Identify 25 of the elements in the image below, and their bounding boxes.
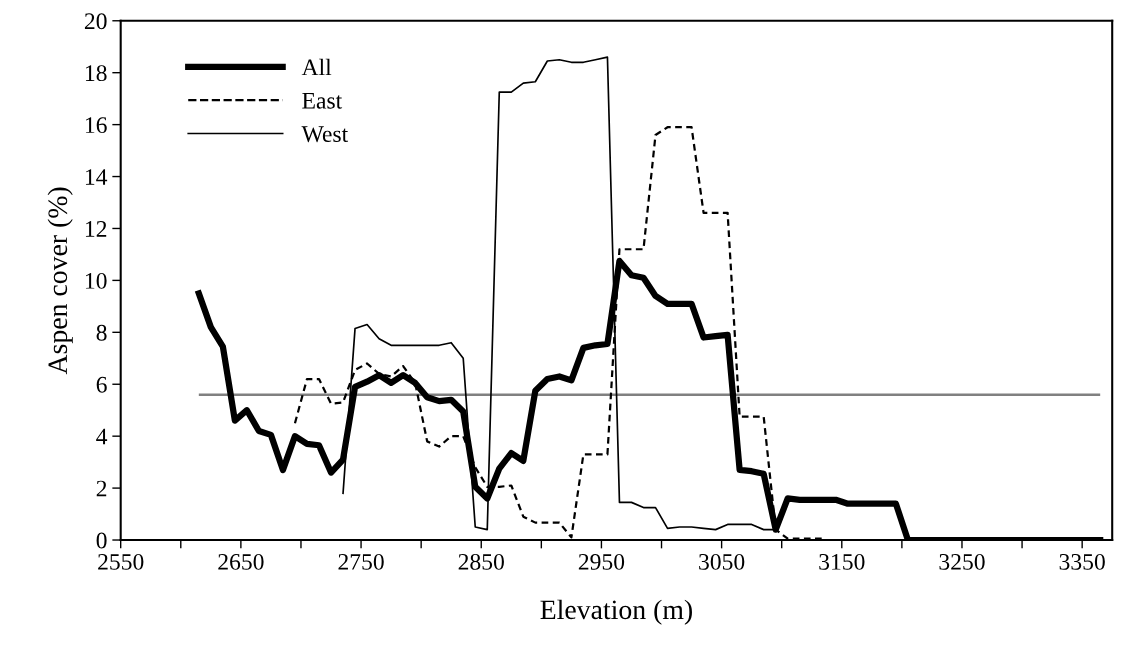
y-tick-label: 10 [85,272,107,289]
y-tick-label: 16 [85,117,107,134]
y-tick-label: 20 [84,13,107,30]
y-axis-title: Aspen cover (%) [47,187,73,375]
x-tick-label: 2950 [578,553,625,570]
legend-label: West [301,126,349,143]
x-axis-title: Elevation (m) [540,599,692,625]
y-tick-label: 0 [96,532,107,549]
y-tick-label: 2 [96,480,107,497]
y-tick-label: 6 [96,376,107,393]
legend-label: All [301,58,332,76]
y-tick-label: 8 [96,324,107,341]
x-tick-label: 2850 [458,553,504,570]
x-tick-label: 2550 [98,553,144,570]
y-tick-label: 12 [85,221,107,237]
x-tick-label: 2750 [338,553,384,570]
x-tick-label: 3050 [699,553,745,570]
y-tick-label: 18 [85,65,107,82]
y-tick-label: 4 [96,428,108,445]
x-tick-label: 3250 [939,553,985,570]
y-tick-label: 14 [85,169,108,185]
x-tick-label: 3150 [819,553,865,570]
x-tick-label: 2650 [218,553,264,570]
x-tick-label: 3350 [1059,553,1105,570]
legend-label: East [302,92,343,109]
